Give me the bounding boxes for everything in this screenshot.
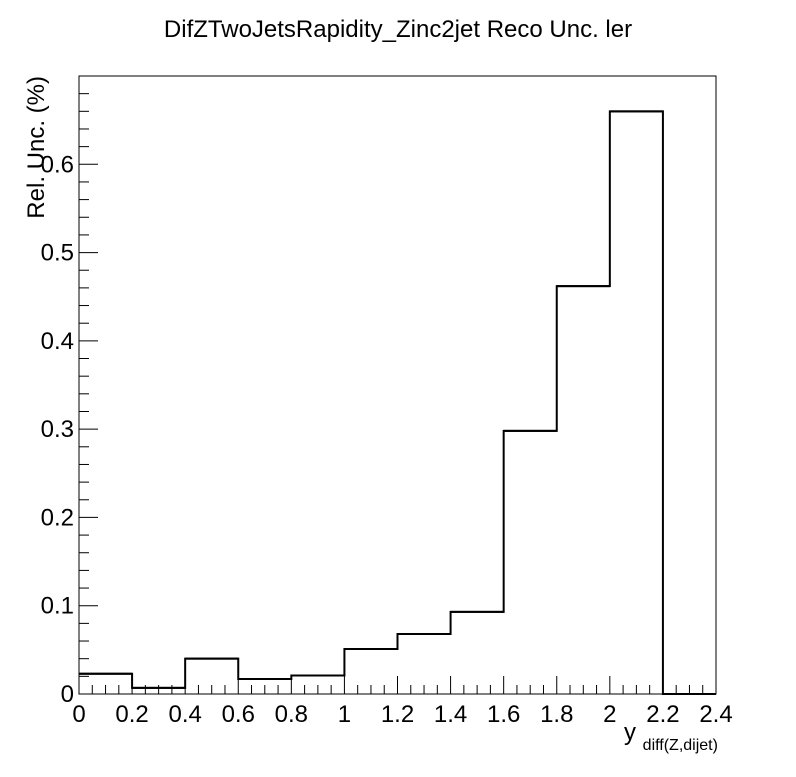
x-axis-label-main: y [624, 719, 636, 746]
x-tick-label: 2 [603, 701, 616, 728]
x-axis-label: y diff(Z,dijet) [624, 719, 718, 754]
y-axis-label: Rel. Unc. (%) [23, 76, 50, 219]
plot-area: 0 0.2 0.4 0.6 0.8 1 1.2 1.4 1.6 1.8 2 2.2 2.4 0 0.1 0.2… [41, 75, 733, 728]
x-tick-label: 2.2 [646, 701, 679, 728]
y-tick-label: 0.1 [41, 593, 74, 620]
histogram-outline [79, 110, 716, 695]
x-tick-label: 1.2 [381, 701, 414, 728]
chart-title: DifZTwoJetsRapidity_Zinc2jet Reco Unc. l… [164, 16, 632, 43]
x-tick-label: 0.6 [222, 701, 255, 728]
x-tick-label: 0.4 [168, 701, 201, 728]
plot-frame [78, 75, 717, 695]
y-tick-label: 0.4 [41, 328, 74, 355]
y-tick-label: 0.2 [41, 504, 74, 531]
y-tick-label: 0 [61, 681, 74, 708]
x-tick-label: 1 [338, 701, 351, 728]
y-tick-label: 0.5 [41, 240, 74, 267]
x-tick-label: 0 [72, 701, 85, 728]
y-tick-label: 0.3 [41, 416, 74, 443]
x-tick-label: 0.2 [115, 701, 148, 728]
x-tick-label: 1.6 [487, 701, 520, 728]
x-tick-label: 2.4 [699, 701, 732, 728]
y-tick-label: 0.6 [41, 151, 74, 178]
x-tick-label: 0.8 [275, 701, 308, 728]
x-tick-label: 1.4 [434, 701, 467, 728]
x-axis-label-subscript: diff(Z,dijet) [643, 737, 718, 754]
x-tick-label: 1.8 [540, 701, 573, 728]
